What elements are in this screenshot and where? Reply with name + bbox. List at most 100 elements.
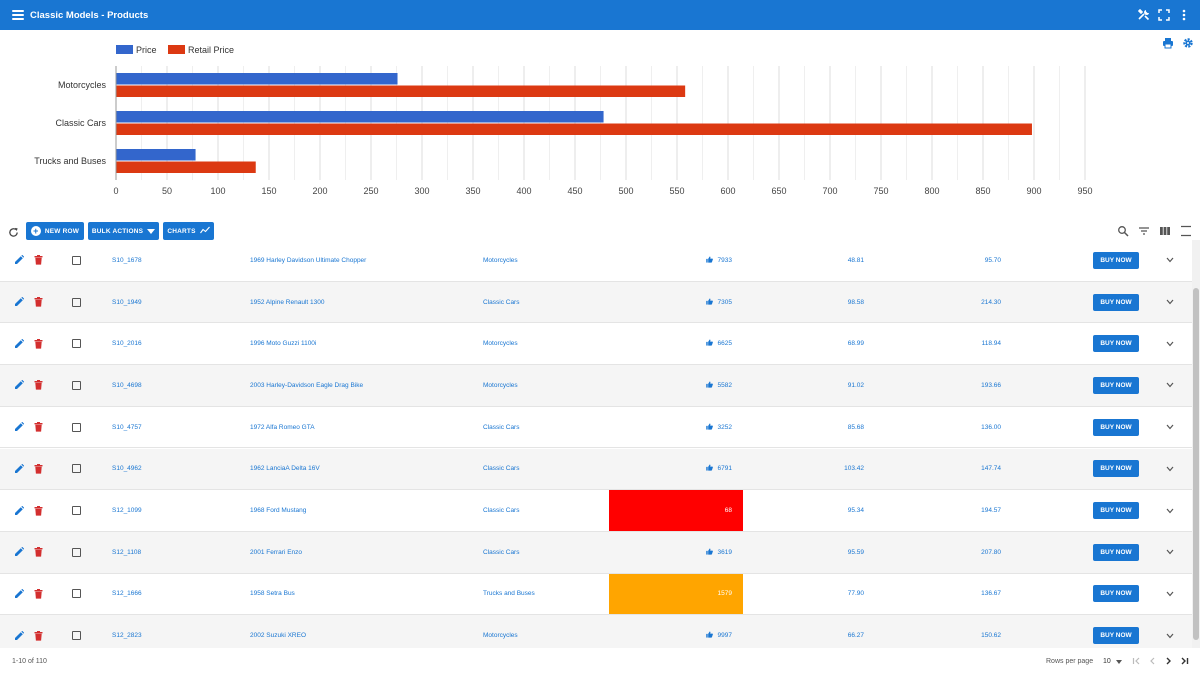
edit-icon[interactable] bbox=[14, 490, 26, 531]
table-row[interactable]: S12_1108 2001 Ferrari Enzo Classic Cars 361… bbox=[0, 531, 1192, 574]
buy-now-button[interactable]: BUY NOW bbox=[1093, 460, 1139, 478]
prev-page-icon[interactable] bbox=[1148, 656, 1157, 666]
delete-icon[interactable] bbox=[34, 365, 46, 406]
buy-price: 95.59 bbox=[847, 548, 864, 556]
delete-icon[interactable] bbox=[34, 407, 46, 448]
density-icon[interactable] bbox=[1180, 224, 1192, 237]
table-row[interactable]: S12_1099 1968 Ford Mustang Classic Cars 68 9… bbox=[0, 490, 1192, 532]
delete-icon[interactable] bbox=[34, 240, 46, 281]
table-row[interactable]: S10_4698 2003 Harley-Davidson Eagle Drag … bbox=[0, 365, 1192, 407]
price-chart: 0 50 100 150 200 250 300 350 400 450 500 550 600 650 7… bbox=[0, 36, 1200, 206]
row-checkbox[interactable] bbox=[72, 282, 84, 323]
chevron-down-icon[interactable] bbox=[1164, 574, 1176, 615]
row-checkbox[interactable] bbox=[72, 574, 84, 615]
x-tick-label: 750 bbox=[873, 186, 888, 196]
bar-price bbox=[116, 149, 196, 161]
thumbs-up-icon bbox=[705, 464, 713, 473]
delete-icon[interactable] bbox=[34, 490, 46, 531]
scrollbar-thumb[interactable] bbox=[1193, 288, 1199, 640]
buy-now-button[interactable]: BUY NOW bbox=[1093, 418, 1139, 436]
row-checkbox[interactable] bbox=[72, 240, 84, 281]
product-line: Motorcycles bbox=[483, 632, 518, 640]
product-code: S10_4757 bbox=[112, 423, 142, 431]
chevron-down-icon[interactable] bbox=[1164, 282, 1176, 323]
table-row[interactable]: S12_1666 1958 Setra Bus Trucks and Buses 15… bbox=[0, 573, 1192, 616]
row-checkbox[interactable] bbox=[72, 323, 84, 364]
new-row-button[interactable]: + NEW ROW bbox=[26, 222, 84, 240]
delete-icon[interactable] bbox=[34, 574, 46, 615]
last-page-icon[interactable] bbox=[1180, 656, 1189, 666]
buy-now-button[interactable]: BUY NOW bbox=[1093, 251, 1139, 269]
first-page-icon[interactable] bbox=[1132, 656, 1141, 666]
buy-price: 68.99 bbox=[847, 340, 864, 348]
table-row[interactable]: S10_1678 1969 Harley Davidson Ultimate Ch… bbox=[0, 240, 1192, 282]
x-tick-label: 250 bbox=[363, 186, 378, 196]
chevron-down-icon[interactable] bbox=[1164, 615, 1176, 648]
menu-icon[interactable] bbox=[12, 10, 24, 20]
more-vert-icon[interactable] bbox=[1178, 9, 1190, 21]
table-row[interactable]: S10_1949 1952 Alpine Renault 1300 Classic … bbox=[0, 281, 1192, 324]
table-row[interactable]: S10_2016 1996 Moto Guzzi 1100i Motorcycles… bbox=[0, 323, 1192, 366]
edit-icon[interactable] bbox=[14, 323, 26, 364]
edit-icon[interactable] bbox=[14, 282, 26, 323]
table-row[interactable]: S10_4757 1972 Alfa Romeo GTA Classic Cars 3… bbox=[0, 407, 1192, 449]
msrp: 207.80 bbox=[981, 548, 1001, 556]
delete-icon[interactable] bbox=[34, 532, 46, 573]
next-page-icon[interactable] bbox=[1164, 656, 1173, 666]
product-name: 1969 Harley Davidson Ultimate Chopper bbox=[250, 256, 367, 264]
edit-icon[interactable] bbox=[14, 407, 26, 448]
edit-icon[interactable] bbox=[14, 449, 26, 490]
refresh-icon[interactable] bbox=[8, 225, 19, 237]
rows-per-page-select[interactable]: 10 bbox=[1103, 658, 1111, 665]
msrp: 150.62 bbox=[981, 632, 1001, 640]
chevron-down-icon[interactable] bbox=[1164, 365, 1176, 406]
delete-icon[interactable] bbox=[34, 615, 46, 648]
caret-down-icon bbox=[147, 228, 156, 234]
edit-icon[interactable] bbox=[14, 532, 26, 573]
delete-icon[interactable] bbox=[34, 449, 46, 490]
product-name: 1952 Alpine Renault 1300 bbox=[250, 298, 325, 306]
delete-icon[interactable] bbox=[34, 282, 46, 323]
chevron-down-icon[interactable] bbox=[1164, 407, 1176, 448]
buy-now-button[interactable]: BUY NOW bbox=[1093, 502, 1139, 520]
row-checkbox[interactable] bbox=[72, 615, 84, 648]
search-icon[interactable] bbox=[1117, 224, 1129, 237]
buy-price: 77.90 bbox=[847, 590, 864, 598]
chevron-down-icon[interactable] bbox=[1164, 240, 1176, 281]
chevron-down-icon[interactable] bbox=[1164, 449, 1176, 490]
caret-down-icon[interactable] bbox=[1116, 660, 1122, 664]
fullscreen-icon[interactable] bbox=[1158, 9, 1170, 21]
buy-now-button[interactable]: BUY NOW bbox=[1093, 543, 1139, 561]
buy-now-button[interactable]: BUY NOW bbox=[1093, 293, 1139, 311]
product-name: 1972 Alfa Romeo GTA bbox=[250, 423, 315, 431]
row-checkbox[interactable] bbox=[72, 407, 84, 448]
legend-label: Price bbox=[136, 45, 157, 55]
row-checkbox[interactable] bbox=[72, 365, 84, 406]
chevron-down-icon[interactable] bbox=[1164, 323, 1176, 364]
row-checkbox[interactable] bbox=[72, 490, 84, 531]
table-row[interactable]: S10_4962 1962 LanciaA Delta 16V Classic Ca… bbox=[0, 448, 1192, 491]
row-checkbox[interactable] bbox=[72, 532, 84, 573]
delete-icon[interactable] bbox=[34, 323, 46, 364]
bulk-actions-button[interactable]: BULK ACTIONS bbox=[88, 222, 159, 240]
filter-icon[interactable] bbox=[1138, 224, 1150, 236]
edit-icon[interactable] bbox=[14, 365, 26, 406]
product-code: S12_1666 bbox=[112, 590, 142, 598]
edit-icon[interactable] bbox=[14, 240, 26, 281]
columns-icon[interactable] bbox=[1159, 224, 1171, 236]
buy-now-button[interactable]: BUY NOW bbox=[1093, 585, 1139, 603]
quantity-in-stock: 1579 bbox=[609, 573, 743, 615]
settings-gear-icon[interactable] bbox=[1182, 36, 1194, 48]
charts-button[interactable]: CHARTS bbox=[163, 222, 214, 240]
print-icon[interactable] bbox=[1162, 36, 1174, 49]
buy-now-button[interactable]: BUY NOW bbox=[1093, 376, 1139, 394]
buy-now-button[interactable]: BUY NOW bbox=[1093, 627, 1139, 645]
buy-now-button[interactable]: BUY NOW bbox=[1093, 335, 1139, 353]
table-row[interactable]: S12_2823 2002 Suzuki XREO Motorcycles 9997 6… bbox=[0, 615, 1192, 648]
tools-icon[interactable] bbox=[1138, 9, 1150, 21]
edit-icon[interactable] bbox=[14, 574, 26, 615]
edit-icon[interactable] bbox=[14, 615, 26, 648]
chevron-down-icon[interactable] bbox=[1164, 490, 1176, 531]
chevron-down-icon[interactable] bbox=[1164, 532, 1176, 573]
row-checkbox[interactable] bbox=[72, 449, 84, 490]
